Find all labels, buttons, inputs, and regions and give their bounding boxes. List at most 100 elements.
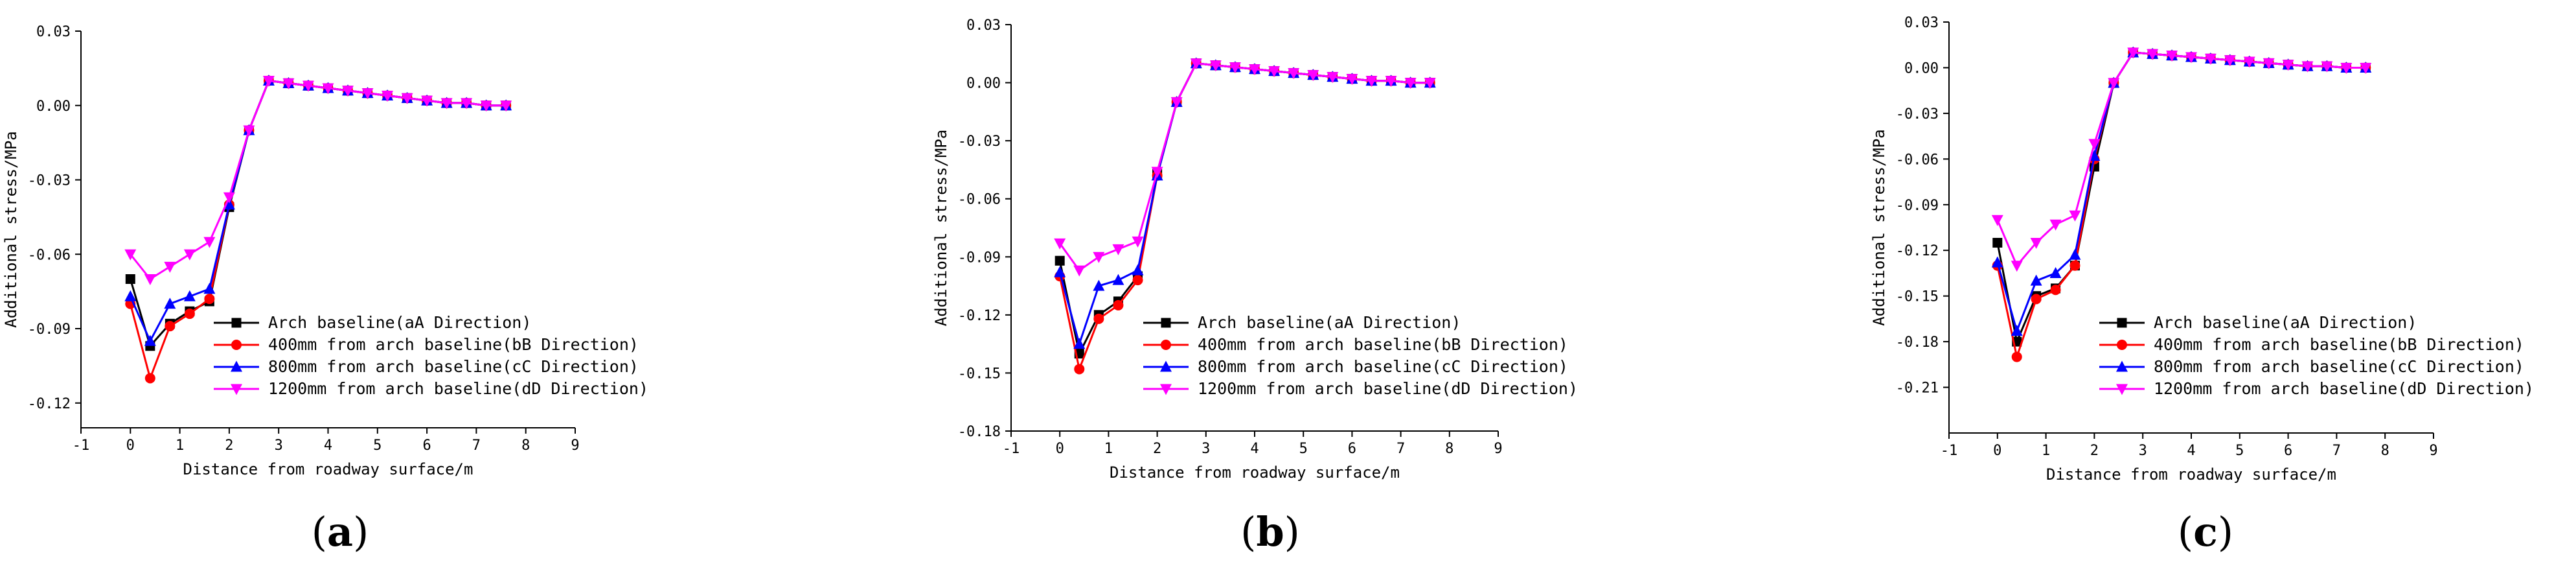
y-tick-label: -0.12: [1896, 243, 1939, 259]
data-point-cC: [1054, 266, 1066, 277]
data-point-dD: [2204, 53, 2217, 65]
y-tick-label: 0.03: [1904, 15, 1939, 31]
legend-marker-bB: [231, 340, 242, 350]
chart-panel-b: -1 0 1 2 3 4 5 6 7 8 9 0.03 0.00 -0.03 -0.06 -0.09 -0.12…: [932, 18, 1578, 555]
x-tick-label: 4: [324, 438, 332, 454]
legend-marker-bB: [1161, 340, 1171, 350]
data-point-dD: [1268, 66, 1281, 78]
y-tick-label: -0.18: [1896, 334, 1939, 351]
data-point-dD: [144, 274, 156, 285]
data-point-dD: [2224, 55, 2236, 67]
data-point-dD: [1327, 72, 1339, 84]
data-point-dD: [1991, 215, 2003, 226]
data-point-dD: [2147, 49, 2159, 60]
data-point-aA: [125, 274, 135, 284]
data-point-cC: [203, 283, 216, 294]
x-tick-label: 3: [275, 438, 283, 454]
data-point-dD: [2166, 51, 2178, 62]
y-tick-label: -0.15: [1896, 289, 1939, 305]
x-tick-label: 2: [2090, 443, 2099, 459]
series-line-aA: [1058, 62, 1430, 357]
x-tick-label: 5: [1299, 441, 1308, 457]
data-point-dD: [342, 86, 354, 97]
x-tick-label: 1: [1104, 441, 1113, 457]
y-tick-label: 0.03: [36, 24, 71, 40]
x-tick-label: 0: [1993, 443, 2001, 459]
x-axis-title: Distance from roadway surface/m: [183, 460, 473, 478]
y-tick-label: -0.12: [958, 308, 1001, 324]
series-line-aA: [1996, 51, 2366, 345]
data-point-bB: [2011, 351, 2022, 362]
data-point-dD: [1073, 265, 1086, 277]
legend-marker-cC: [231, 360, 242, 372]
data-point-dD: [2011, 261, 2023, 272]
legend-marker-aA: [231, 318, 242, 328]
data-point-dD: [421, 95, 433, 107]
legend-marker-cC: [2116, 360, 2128, 372]
data-point-dD: [2069, 210, 2081, 222]
data-point-dD: [401, 93, 413, 104]
series-line-aA: [129, 79, 507, 348]
x-tick-label: 2: [1153, 441, 1161, 457]
data-point-cC: [124, 290, 137, 301]
x-tick-label: 3: [2139, 443, 2147, 459]
data-point-dD: [322, 83, 334, 95]
data-point-bB: [204, 294, 215, 305]
x-axis-title: Distance from roadway surface/m: [2046, 465, 2336, 484]
data-point-dD: [1385, 76, 1397, 88]
x-tick-label: 6: [2284, 443, 2292, 459]
data-point-aA: [1054, 255, 1065, 266]
data-point-dD: [382, 90, 394, 102]
legend: Arch baseline(aA Direction) 400mm from ar…: [214, 313, 648, 398]
y-tick-label: -0.09: [28, 322, 71, 338]
data-point-dD: [440, 98, 453, 110]
x-tick-label: 9: [1494, 441, 1502, 457]
series-line-dD: [1058, 62, 1430, 272]
data-point-dD: [2301, 61, 2314, 73]
x-tick-label: 9: [2429, 443, 2437, 459]
data-point-dD: [1054, 238, 1066, 250]
legend-marker-aA: [2117, 318, 2127, 328]
x-tick-label: 9: [571, 438, 579, 454]
legend-label-cC: 800mm from arch baseline(cC Direction): [1198, 357, 1568, 376]
y-tick-label: 0.03: [966, 18, 1001, 34]
data-point-bB: [184, 309, 195, 320]
y-tick-label: -0.12: [28, 396, 71, 412]
x-tick-label: 8: [521, 438, 530, 454]
data-point-cC: [1073, 338, 1086, 349]
x-tick-label: 2: [225, 438, 233, 454]
chart-panel-a: -1 0 1 2 3 4 5 6 7 8 9 0.03 0.00 -0.03 -0.06 -0.09 -0.12…: [2, 24, 648, 555]
data-point-dD: [124, 249, 137, 261]
data-point-dD: [2321, 61, 2333, 73]
legend-label-cC: 800mm from arch baseline(cC Direction): [2154, 357, 2524, 376]
data-point-dD: [480, 100, 492, 112]
x-tick-label: 3: [1202, 441, 1210, 457]
series-line-bB: [1996, 51, 2366, 361]
data-point-dD: [2108, 78, 2120, 89]
x-tick-label: 6: [422, 438, 431, 454]
data-point-cC: [183, 290, 196, 301]
data-point-dD: [1229, 62, 1241, 74]
y-tick-label: -0.18: [958, 424, 1001, 440]
x-tick-label: 8: [1445, 441, 1453, 457]
data-point-dD: [2185, 52, 2197, 64]
x-tick-label: 7: [472, 438, 481, 454]
data-point-dD: [2243, 56, 2255, 68]
data-point-dD: [1132, 236, 1144, 248]
x-tick-label: 0: [126, 438, 135, 454]
data-point-dD: [243, 125, 255, 137]
series-line-dD: [130, 79, 507, 281]
y-tick-label: -0.06: [28, 247, 71, 263]
legend-label-dD: 1200mm from arch baseline(dD Direction): [2154, 379, 2534, 398]
data-point-dD: [1404, 78, 1417, 89]
y-tick-label: -0.06: [958, 192, 1001, 208]
data-point-cC: [2069, 248, 2081, 260]
x-tick-label: -1: [1941, 443, 1958, 459]
series-line-dD: [1996, 51, 2366, 268]
x-axis-title: Distance from roadway surface/m: [1110, 463, 1400, 482]
data-point-cC: [223, 198, 235, 210]
legend-label-aA: Arch baseline(aA Direction): [2154, 313, 2417, 332]
data-point-dD: [1170, 97, 1183, 108]
y-tick-label: -0.15: [958, 366, 1001, 382]
data-point-cC: [1991, 256, 2003, 268]
